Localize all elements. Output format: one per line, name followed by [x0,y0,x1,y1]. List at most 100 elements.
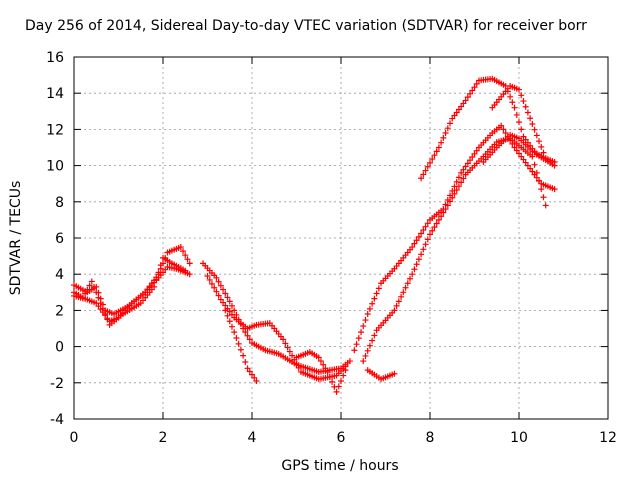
data-point [335,383,342,390]
data-point [244,332,251,339]
data-point [427,231,433,238]
data-point [511,104,518,111]
data-point [469,154,476,161]
data-point [358,329,365,336]
data-point [293,360,300,367]
data-point [464,160,471,167]
data-point [366,305,373,312]
data-point [395,298,402,305]
y-tick-label: 14 [46,86,64,102]
data-point [460,175,467,182]
data-point [527,165,534,172]
x-axis: 0 2 4 6 8 10 12 [70,57,617,446]
data-point [211,284,218,291]
data-point [460,100,467,107]
data-point [435,144,442,151]
data-point [360,323,367,330]
data-point [520,156,527,163]
data-point [507,93,514,100]
data-point [438,213,445,220]
data-point [155,269,162,276]
data-point [86,282,93,289]
series-track-7 [293,349,349,395]
data-point [224,312,231,319]
data-point [237,346,244,353]
data-point [500,126,507,133]
data-point [418,175,425,182]
data-point [422,167,429,174]
series-track-5 [204,273,349,383]
y-axis: -4 -2 0 2 4 6 8 10 12 14 16 [46,50,608,428]
data-point [286,348,293,355]
data-point [226,318,233,325]
data-point [362,317,369,324]
data-point [415,233,422,240]
data-point [453,187,460,194]
data-point [422,241,429,248]
data-point [391,307,398,314]
data-point [222,307,229,314]
data-point [284,344,291,351]
data-point [228,323,235,330]
data-point [355,335,362,342]
data-point [182,267,189,274]
data-point [249,371,255,378]
data-point [440,134,447,141]
data-point [324,368,331,375]
data-point [455,174,462,181]
data-point [246,368,253,375]
data-point [449,115,456,122]
data-point [551,158,558,165]
data-point [540,194,547,201]
data-point [215,292,222,299]
series-track-3 [71,254,189,328]
data-point [469,87,476,94]
data-point [447,120,454,127]
data-point [351,347,358,354]
data-point [391,370,398,377]
data-point [538,143,545,150]
data-point [458,103,465,110]
data-point [449,194,456,201]
data-point [404,280,411,287]
series-track-9 [360,135,549,365]
data-point [373,290,380,297]
data-point [95,294,102,301]
data-point [513,111,520,118]
data-point [204,273,211,280]
data-point [215,278,222,285]
data-point [88,278,95,285]
data-point [411,266,418,273]
data-point [420,171,427,178]
data-point [371,332,378,339]
data-point [146,283,153,290]
data-point [536,138,543,145]
data-point [502,130,509,137]
data-point [424,236,431,243]
data-point [542,155,549,162]
data-point [99,305,106,312]
x-tick-label: 2 [159,430,168,446]
x-tick-label: 10 [510,430,528,446]
data-point [518,126,525,133]
data-point [455,106,462,113]
data-point [458,169,465,176]
y-tick-label: 10 [46,159,64,175]
data-point [429,156,436,163]
data-point [153,276,160,283]
data-point [280,336,287,343]
data-point [95,303,102,310]
data-point [206,276,213,283]
data-point [226,308,233,315]
data-point [409,244,416,251]
data-point [375,285,382,292]
data-point [431,152,438,159]
y-tick-label: -2 [50,376,64,392]
data-point [415,256,422,263]
data-point [451,190,458,197]
data-point [235,340,242,347]
data-point [362,352,369,359]
data-point [340,372,347,379]
data-point [369,337,376,344]
data-point [451,112,458,119]
